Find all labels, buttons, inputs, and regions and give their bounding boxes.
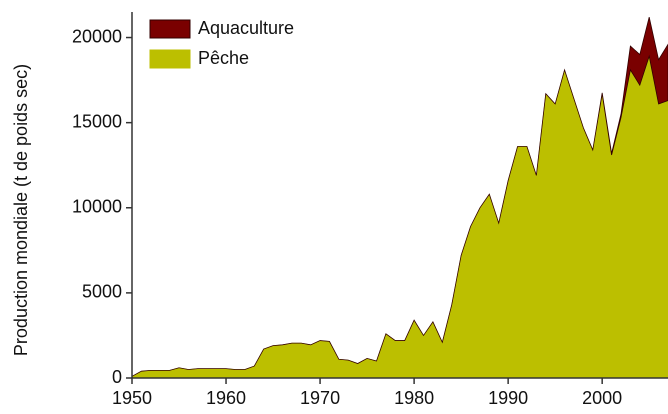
y-tick-label: 0 — [112, 367, 122, 387]
area — [131, 17, 668, 377]
y-tick-label: 10000 — [72, 197, 122, 217]
legend-swatch — [149, 49, 191, 69]
legend-swatch — [149, 19, 191, 39]
x-tick-label: 1970 — [300, 388, 340, 408]
x-tick-label: 1990 — [488, 388, 528, 408]
x-tick-label: 1950 — [112, 388, 152, 408]
x-tick-label: 1980 — [394, 388, 434, 408]
legend-label: Pêche — [198, 48, 249, 68]
area — [131, 55, 668, 379]
y-tick-label: 5000 — [82, 282, 122, 302]
x-tick-label: 2000 — [582, 388, 622, 408]
y-axis-label: Production mondiale (t de poids sec) — [11, 64, 31, 356]
y-tick-label: 20000 — [72, 26, 122, 46]
y-tick-label: 15000 — [72, 111, 122, 131]
legend-label: Aquaculture — [198, 18, 294, 38]
x-tick-label: 1960 — [206, 388, 246, 408]
